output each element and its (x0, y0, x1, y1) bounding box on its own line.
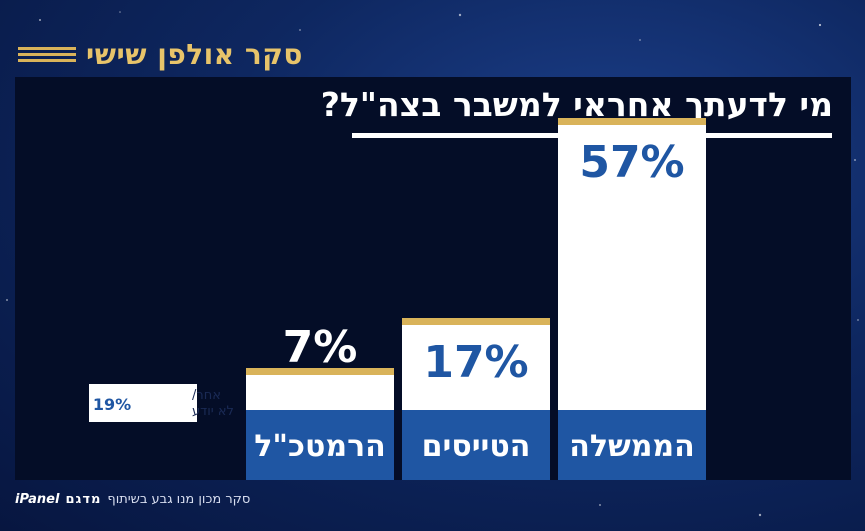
category-label-1: הממשלה (569, 429, 695, 464)
chart-title: מי לדעתך אחראי למשבר בצה"ל? (320, 85, 833, 124)
bar-cap-3 (246, 368, 394, 375)
bar-base-2 (402, 410, 550, 480)
value-label-1: 57% (579, 137, 684, 188)
value-label-2: 17% (423, 337, 528, 388)
brand-stripes-icon (18, 47, 76, 62)
bar-1 (558, 125, 706, 410)
bar-3 (246, 375, 394, 410)
madgam-logo: מדגם (65, 492, 102, 507)
other-label-line2: לא יודע (192, 404, 234, 419)
ipanel-logo: iPanel (15, 492, 60, 507)
value-label-3: 7% (283, 322, 358, 373)
category-label-2: הטייסים (422, 429, 531, 464)
bar-cap-1 (558, 118, 706, 125)
category-label-3: הרמטכ"ל (254, 429, 386, 464)
bar-cap-2 (402, 318, 550, 325)
bar-base-1 (558, 410, 706, 480)
footer-text: סקר מכון מנו גבע בשיתוף (107, 492, 251, 507)
bar-base-3 (246, 410, 394, 480)
bar-2 (402, 325, 550, 410)
footer-credit: סקר מכון מנו גבע בשיתוף מדגם iPanel (15, 492, 250, 507)
brand-logo: סקר אולפן שישי (18, 38, 303, 71)
other-value-label: 19% (93, 395, 131, 414)
other-box (89, 384, 197, 422)
brand-title: סקר אולפן שישי (86, 38, 303, 71)
other-label-line1: אחר/ (192, 388, 221, 403)
